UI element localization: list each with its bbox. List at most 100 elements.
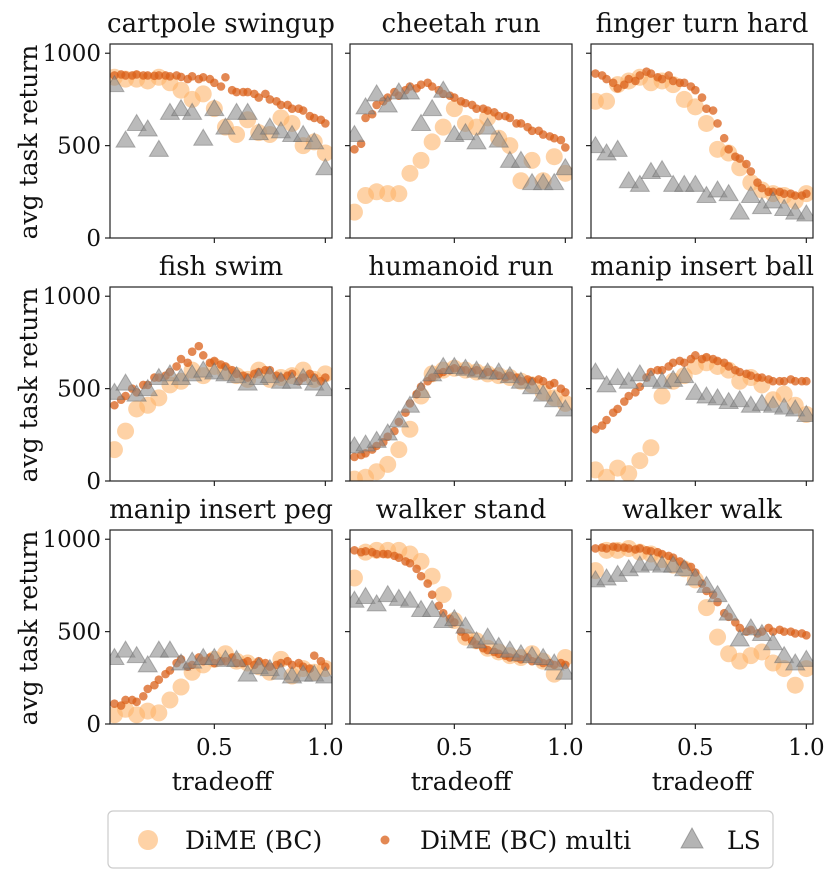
point-dime (172, 678, 190, 696)
point-ls (115, 640, 136, 658)
point-dime-multi (383, 549, 393, 559)
point-ls (303, 373, 325, 391)
point-ls (718, 183, 740, 202)
legend-label-multi: DiME (BC) multi (420, 826, 631, 855)
point-ls (215, 363, 236, 382)
point-dime-multi (110, 699, 119, 708)
point-dime (150, 704, 168, 722)
point-ls (137, 119, 159, 137)
point-dime-multi (713, 356, 722, 366)
axes-frame (109, 529, 333, 725)
point-ls (203, 647, 225, 665)
point-dime-multi (757, 183, 767, 193)
x-tick-label: 0.5 (436, 735, 473, 761)
point-ls (773, 198, 795, 216)
y-tick-label: 1000 (42, 527, 101, 553)
point-ls (399, 395, 421, 413)
point-ls (591, 362, 606, 380)
point-dime-multi (549, 133, 559, 143)
point-ls (421, 98, 443, 117)
point-dime-multi (679, 358, 689, 368)
point-dime-multi (494, 111, 504, 121)
point-ls (629, 363, 651, 382)
point-dime-multi (309, 113, 319, 123)
point-ls (443, 356, 465, 374)
point-ls (707, 179, 728, 198)
point-dime-multi (697, 93, 707, 102)
point-ls (355, 586, 376, 605)
point-ls (751, 393, 773, 411)
point-ls (388, 410, 410, 428)
point-dime (501, 137, 519, 155)
point-ls (115, 373, 136, 391)
x-tick-label: 1.0 (788, 735, 825, 761)
point-dime-multi (412, 564, 421, 574)
point-dime-multi (735, 367, 745, 377)
point-ls (729, 202, 751, 220)
point-ls (740, 185, 762, 204)
point-dime-multi (735, 154, 745, 163)
point-dime-multi (210, 78, 219, 88)
point-dime-multi (361, 448, 370, 458)
point-dime-multi (110, 400, 119, 410)
point-dime-multi (483, 645, 492, 655)
point-ls (455, 122, 476, 141)
subplot-title: walker walk (622, 495, 782, 525)
point-ls (159, 363, 181, 382)
point-dime-multi (624, 544, 634, 553)
y-tick-label: 500 (57, 134, 101, 160)
point-ls (795, 204, 813, 222)
point-dime-multi (790, 629, 800, 638)
x-tick-label: 1.0 (307, 735, 344, 761)
point-dime-multi (561, 388, 570, 397)
point-dime-multi (602, 74, 611, 84)
point-dime-multi (646, 546, 656, 556)
y-axis-label: avg task return (14, 531, 43, 726)
point-ls (477, 627, 499, 645)
point-dime-multi (198, 351, 208, 360)
subplot-finger-turn-hard: finger turn hard (586, 9, 814, 243)
point-ls (226, 365, 247, 384)
point-dime-multi (176, 354, 186, 364)
point-ls (543, 653, 565, 671)
point-dime-multi (591, 424, 600, 434)
point-dime-multi (657, 549, 667, 559)
point-dime (598, 92, 616, 110)
point-dime (786, 676, 804, 694)
point-dime-multi (538, 376, 548, 386)
point-dime-multi (172, 362, 181, 371)
data-marks (110, 341, 332, 459)
point-dime-multi (321, 373, 330, 382)
legend-marker-dime (138, 830, 158, 850)
point-ls (607, 139, 629, 157)
point-ls (115, 130, 136, 148)
subplot-cheetah-run: cheetah run (345, 9, 573, 243)
point-dime-multi (183, 358, 192, 368)
point-dime-multi (472, 104, 481, 113)
point-ls (762, 191, 784, 209)
point-dime-multi (802, 376, 811, 386)
point-dime (775, 385, 793, 403)
point-dime-multi (702, 352, 711, 362)
data-marks (350, 356, 572, 481)
subplot-humanoid-run: humanoid run (345, 252, 573, 486)
point-ls (510, 371, 532, 389)
point-ls (350, 124, 365, 143)
point-dime (390, 441, 408, 459)
axes-frame (349, 286, 573, 482)
subplot-cartpole-swingup: cartpole swingup 0 500 1000 (42, 9, 335, 252)
point-dime-multi (232, 87, 241, 97)
point-dime-multi (210, 356, 219, 366)
subplot-title: fish swim (159, 252, 283, 282)
point-ls (303, 664, 325, 682)
point-ls (673, 558, 695, 577)
point-dime-multi (713, 119, 722, 128)
point-ls (466, 131, 487, 150)
point-ls (443, 608, 465, 627)
point-dime-multi (427, 82, 437, 91)
point-dime-multi (742, 159, 751, 169)
point-dime (390, 185, 408, 203)
point-ls (421, 599, 443, 617)
panel-grid: cartpole swingup 0 500 1000 cheetah run finge… (42, 9, 824, 761)
